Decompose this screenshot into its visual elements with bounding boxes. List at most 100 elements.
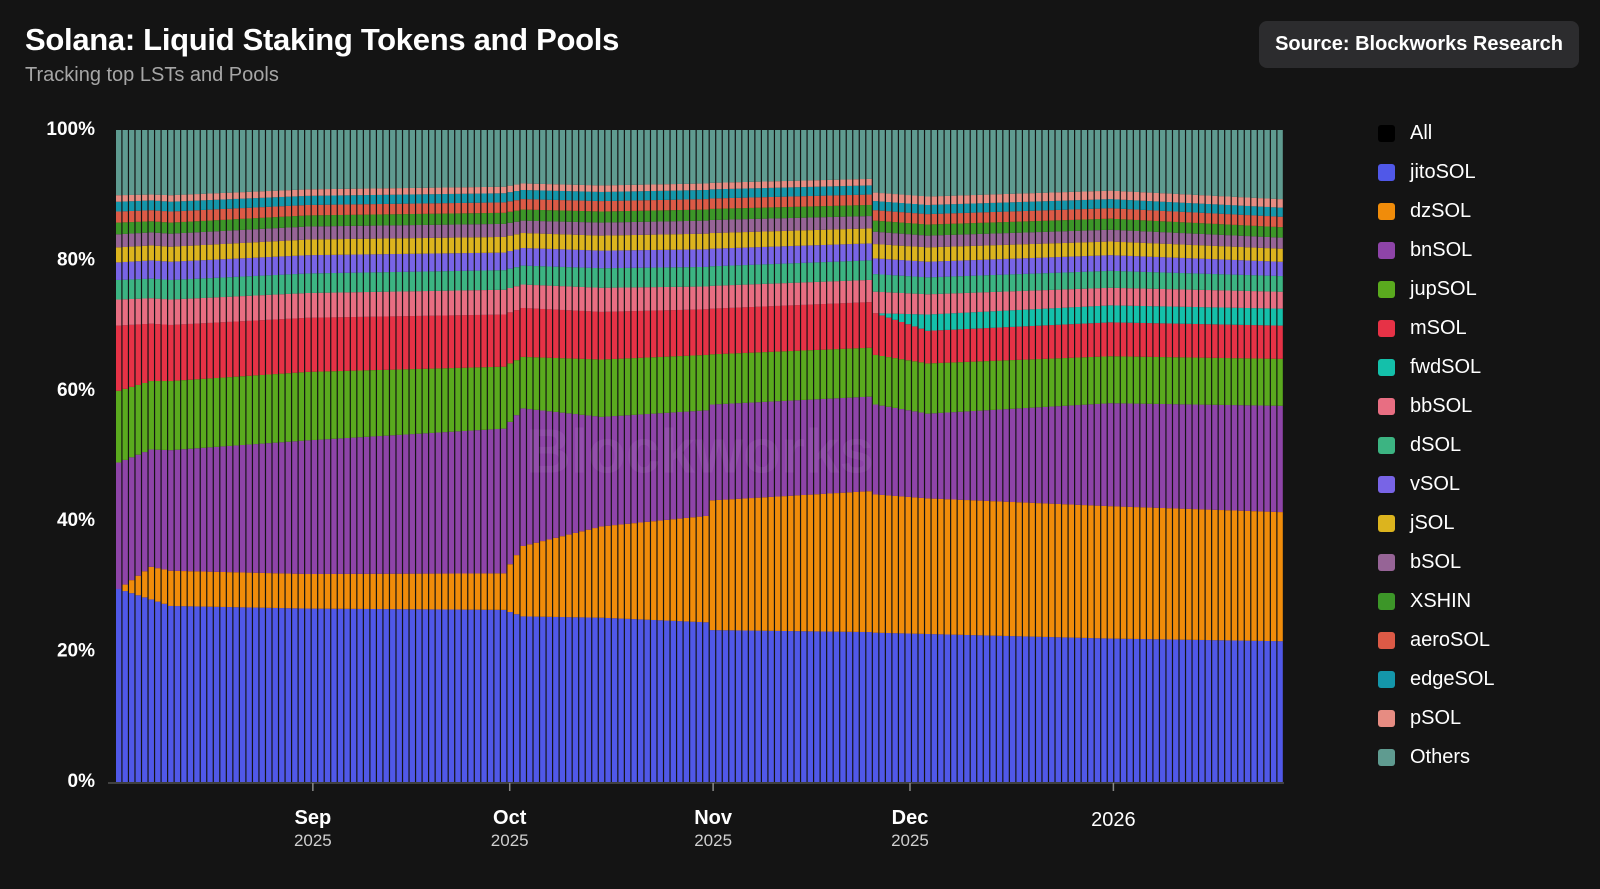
bar-segment-aeroSOL xyxy=(155,210,161,222)
bar-segment-edgeSOL xyxy=(872,201,879,211)
bar-segment-mSOL xyxy=(1153,323,1159,357)
bar-segment-dSOL xyxy=(161,279,168,300)
bar-segment-bnSOL xyxy=(859,396,866,492)
bar-segment-bbSOL xyxy=(1251,291,1257,309)
legend-item-mSOL[interactable]: mSOL xyxy=(1378,317,1467,340)
bar-segment-pSOL xyxy=(324,189,331,196)
bar-segment-jupSOL xyxy=(181,380,187,450)
source-badge[interactable]: Source: Blockworks Research xyxy=(1259,21,1579,68)
bar-segment-XSHIN xyxy=(494,212,500,224)
bar-segment-mSOL xyxy=(331,317,337,372)
bar-column xyxy=(1179,130,1185,782)
bar-segment-dSOL xyxy=(253,275,259,296)
bar-segment-bbSOL xyxy=(168,299,174,325)
bar-segment-jSOL xyxy=(794,230,800,246)
bar-segment-pSOL xyxy=(1153,192,1159,202)
bar-segment-bnSOL xyxy=(977,410,983,501)
legend-item-jitoSOL[interactable]: jitoSOL xyxy=(1378,161,1476,184)
bar-segment-pSOL xyxy=(1042,192,1048,202)
legend-item-Others[interactable]: Others xyxy=(1378,746,1470,769)
legend-item-dzSOL[interactable]: dzSOL xyxy=(1378,200,1471,223)
bar-segment-pSOL xyxy=(1173,193,1179,203)
legend-item-bSOL[interactable]: bSOL xyxy=(1378,551,1461,574)
bar-segment-mSOL xyxy=(1120,322,1127,357)
bar-segment-bbSOL xyxy=(161,299,168,325)
bar-segment-jSOL xyxy=(683,234,690,250)
bar-segment-dzSOL xyxy=(474,573,481,610)
legend-item-fwdSOL[interactable]: fwdSOL xyxy=(1378,356,1481,379)
bar-segment-dSOL xyxy=(1238,274,1244,291)
legend-item-All[interactable]: All xyxy=(1378,122,1432,145)
bar-segment-bSOL xyxy=(1107,229,1114,242)
bar-segment-jupSOL xyxy=(1127,356,1133,404)
bar-segment-mSOL xyxy=(755,306,761,353)
bar-segment-aeroSOL xyxy=(572,200,579,211)
bar-segment-dzSOL xyxy=(187,571,194,607)
bar-segment-Others xyxy=(1068,130,1074,192)
bar-segment-edgeSOL xyxy=(422,194,429,204)
bar-column xyxy=(670,130,676,782)
bar-segment-edgeSOL xyxy=(827,186,833,196)
bar-segment-aeroSOL xyxy=(213,209,220,221)
bar-segment-dzSOL xyxy=(905,496,911,634)
bar-segment-XSHIN xyxy=(566,210,572,222)
legend-item-edgeSOL[interactable]: edgeSOL xyxy=(1378,668,1495,691)
bar-segment-vSOL xyxy=(951,260,957,277)
bar-segment-bbSOL xyxy=(638,287,644,311)
legend-item-dSOL[interactable]: dSOL xyxy=(1378,434,1461,457)
legend-item-bbSOL[interactable]: bbSOL xyxy=(1378,395,1472,418)
bar-segment-jupSOL xyxy=(122,388,128,460)
bar-segment-vSOL xyxy=(690,249,696,268)
bar-segment-dzSOL xyxy=(879,494,885,633)
bar-segment-jSOL xyxy=(266,241,272,258)
bar-segment-edgeSOL xyxy=(553,190,559,200)
bar-segment-bbSOL xyxy=(735,284,742,308)
bar-segment-jSOL xyxy=(892,245,898,260)
bar-segment-jSOL xyxy=(833,229,840,245)
bar-segment-aeroSOL xyxy=(611,200,618,212)
bar-segment-jSOL xyxy=(174,246,181,262)
bar-segment-jitoSOL xyxy=(611,618,618,782)
bar-segment-dzSOL xyxy=(683,517,690,622)
bar-segment-mSOL xyxy=(664,310,670,357)
legend-item-XSHIN[interactable]: XSHIN xyxy=(1378,590,1471,613)
bar-column xyxy=(266,130,272,782)
bar-segment-pSOL xyxy=(1225,196,1231,205)
bar-segment-jSOL xyxy=(657,234,663,250)
legend-swatch xyxy=(1378,749,1395,766)
bar-segment-vSOL xyxy=(122,261,128,280)
legend-item-bnSOL[interactable]: bnSOL xyxy=(1378,239,1472,262)
bar-segment-XSHIN xyxy=(1244,225,1251,237)
bar-segment-dSOL xyxy=(448,271,455,291)
bar-segment-pSOL xyxy=(1199,195,1205,204)
bar-segment-dzSOL xyxy=(670,519,676,621)
bar-segment-dzSOL xyxy=(1088,505,1094,639)
bar-segment-aeroSOL xyxy=(285,205,291,217)
bar-segment-pSOL xyxy=(422,187,429,195)
bar-segment-edgeSOL xyxy=(657,190,663,200)
bar-segment-pSOL xyxy=(416,187,422,195)
bar-column xyxy=(592,130,598,782)
bar-segment-XSHIN xyxy=(461,213,468,225)
legend-item-pSOL[interactable]: pSOL xyxy=(1378,707,1461,730)
bar-segment-fwdSOL xyxy=(892,313,898,320)
bar-segment-fwdSOL xyxy=(885,313,892,318)
bar-segment-aeroSOL xyxy=(1036,210,1042,221)
bar-segment-jSOL xyxy=(1068,242,1074,257)
legend-item-jupSOL[interactable]: jupSOL xyxy=(1378,278,1477,301)
bar-segment-bSOL xyxy=(768,218,774,232)
legend-item-aeroSOL[interactable]: aeroSOL xyxy=(1378,629,1490,652)
bar-segment-vSOL xyxy=(1225,259,1231,275)
bar-segment-jSOL xyxy=(631,235,637,251)
bar-column xyxy=(461,130,468,782)
legend-item-jSOL[interactable]: jSOL xyxy=(1378,512,1454,535)
bar-segment-aeroSOL xyxy=(1042,210,1048,221)
bar-segment-Others xyxy=(1257,130,1264,199)
legend-item-vSOL[interactable]: vSOL xyxy=(1378,473,1460,496)
bar-segment-bnSOL xyxy=(970,411,977,501)
bar-segment-pSOL xyxy=(514,184,520,192)
bar-column xyxy=(1238,130,1244,782)
bar-segment-pSOL xyxy=(840,179,846,187)
bar-segment-dSOL xyxy=(833,261,840,282)
bar-segment-vSOL xyxy=(1042,257,1048,274)
